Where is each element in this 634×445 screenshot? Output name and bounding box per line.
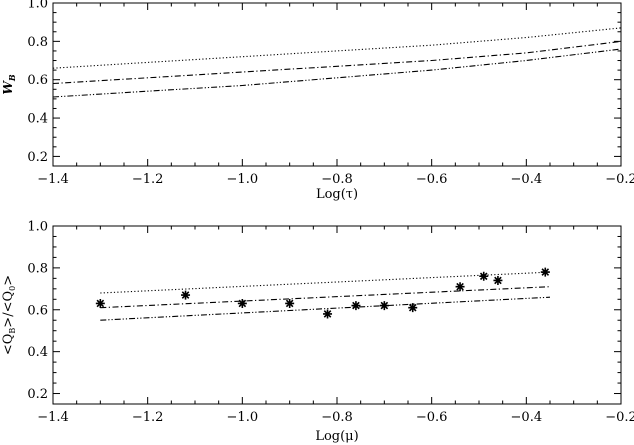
plot-frame — [52, 225, 622, 405]
series-line-dotted — [52, 27, 622, 69]
y-tick-label: 0.2 — [27, 387, 48, 402]
y-tick-label: 0.8 — [27, 261, 48, 276]
y-tick-label: 0.4 — [27, 112, 48, 127]
x-tick-label: −1.0 — [227, 172, 259, 187]
y-tick-label: 1.0 — [27, 220, 48, 235]
data-point-asterisk — [455, 282, 465, 292]
top-panel-tau: −1.4 −1.2 −1.0 −0.8 −0.6 −0.4 −0.2 0.2 0.4 0.6 0.8… — [1, 0, 634, 202]
x-tick-label: −0.2 — [605, 172, 634, 187]
x-tick-label: −0.4 — [511, 172, 543, 187]
data-point-asterisk — [323, 309, 333, 319]
data-point-asterisk — [237, 298, 247, 308]
y-tick-label: 0.4 — [27, 345, 48, 360]
data-point-asterisk — [181, 290, 191, 300]
y-tick-label: 0.6 — [27, 303, 48, 318]
data-point-asterisk — [285, 298, 295, 308]
x-tick-label: −0.4 — [511, 410, 543, 425]
x-tick-label: −1.0 — [227, 410, 259, 425]
series-line-dashdotdot — [100, 296, 551, 321]
x-tick-label: −1.4 — [37, 172, 69, 187]
y-tick-label: 1.0 — [27, 0, 48, 12]
x-tick-label: −0.6 — [416, 172, 448, 187]
y-tick-label: 0.8 — [27, 35, 48, 50]
data-point-asterisk — [379, 301, 389, 311]
series-line-dashdot — [52, 40, 622, 85]
x-tick-label: −1.2 — [132, 410, 164, 425]
data-point-asterisk — [408, 303, 418, 313]
data-point-asterisk — [351, 301, 361, 311]
data-point-asterisk — [540, 267, 550, 277]
series-line-dashdotdot — [52, 48, 622, 98]
x-tick-label: −1.2 — [132, 172, 164, 187]
x-axis-label: Log(μ) — [315, 429, 358, 444]
y-axis-label: <QB>/<Q0> — [1, 275, 17, 355]
bottom-panel-mu: −1.4 −1.2 −1.0 −0.8 −0.6 −0.4 −0.2 0.2 0.4 0.6 0.8… — [1, 220, 634, 445]
data-point-asterisk — [95, 298, 105, 308]
series-line-dashdot — [100, 286, 551, 309]
data-point-asterisk — [493, 275, 503, 285]
x-tick-label: −0.8 — [321, 172, 353, 187]
x-tick-label: −0.2 — [605, 410, 634, 425]
x-tick-label: −0.8 — [321, 410, 353, 425]
plot-frame — [52, 2, 622, 167]
x-tick-label: −1.4 — [37, 410, 69, 425]
x-tick-label: −0.6 — [416, 410, 448, 425]
series-line-dotted — [100, 271, 551, 294]
x-axis-label: Log(τ) — [316, 187, 358, 202]
y-tick-label: 0.6 — [27, 73, 48, 88]
data-point-asterisk — [479, 271, 489, 281]
y-axis-label: WB — [1, 74, 17, 94]
y-tick-label: 0.2 — [27, 150, 48, 165]
